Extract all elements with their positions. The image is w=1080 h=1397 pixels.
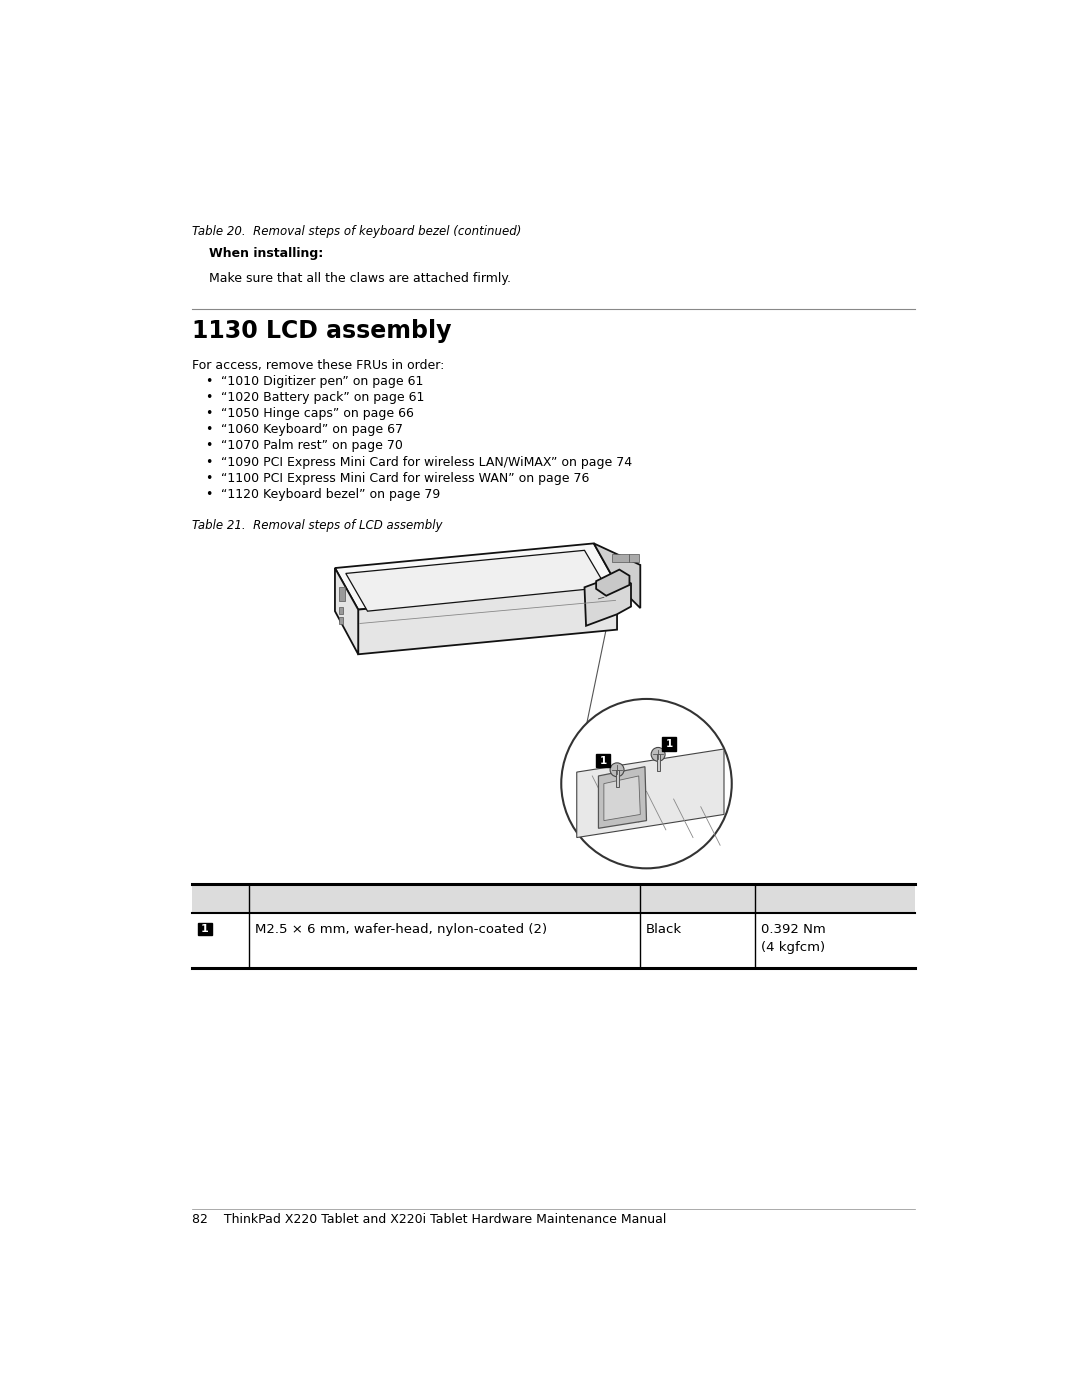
Text: 82    ThinkPad X220 Tablet and X220i Tablet Hardware Maintenance Manual: 82 ThinkPad X220 Tablet and X220i Tablet…	[191, 1214, 666, 1227]
Text: When installing:: When installing:	[208, 247, 323, 260]
Text: Make sure that all the claws are attached firmly.: Make sure that all the claws are attache…	[208, 271, 511, 285]
Text: Table 20.  Removal steps of keyboard bezel (continued): Table 20. Removal steps of keyboard beze…	[191, 225, 521, 239]
Text: 1: 1	[201, 925, 208, 935]
Text: “1070 Palm rest” on page 70: “1070 Palm rest” on page 70	[221, 440, 403, 453]
FancyBboxPatch shape	[596, 754, 610, 767]
Text: •: •	[205, 472, 213, 485]
Text: •: •	[205, 423, 213, 436]
Circle shape	[651, 747, 665, 761]
Polygon shape	[335, 569, 359, 654]
FancyBboxPatch shape	[630, 555, 638, 562]
Text: For access, remove these FRUs in order:: For access, remove these FRUs in order:	[191, 359, 444, 372]
Polygon shape	[346, 550, 606, 610]
Text: Step: Step	[198, 891, 232, 904]
FancyBboxPatch shape	[339, 606, 342, 615]
Text: “1050 Hinge caps” on page 66: “1050 Hinge caps” on page 66	[221, 407, 414, 420]
Text: •: •	[205, 407, 213, 420]
Text: Table 21.  Removal steps of LCD assembly: Table 21. Removal steps of LCD assembly	[191, 518, 442, 532]
Polygon shape	[577, 749, 724, 838]
Text: •: •	[205, 455, 213, 468]
FancyBboxPatch shape	[198, 923, 212, 936]
Polygon shape	[335, 543, 617, 609]
Polygon shape	[604, 775, 640, 820]
FancyBboxPatch shape	[611, 555, 629, 562]
Polygon shape	[616, 770, 619, 787]
Text: 0.392 Nm
(4 kgfcm): 0.392 Nm (4 kgfcm)	[761, 923, 826, 954]
Text: Black: Black	[646, 923, 681, 936]
Text: 1130 LCD assembly: 1130 LCD assembly	[191, 320, 451, 344]
Text: •: •	[205, 440, 213, 453]
Text: “1010 Digitizer pen” on page 61: “1010 Digitizer pen” on page 61	[221, 374, 423, 388]
Text: “1100 PCI Express Mini Card for wireless WAN” on page 76: “1100 PCI Express Mini Card for wireless…	[221, 472, 590, 485]
Text: “1120 Keyboard bezel” on page 79: “1120 Keyboard bezel” on page 79	[221, 488, 441, 502]
Text: •: •	[205, 488, 213, 502]
FancyBboxPatch shape	[339, 616, 342, 624]
Polygon shape	[584, 576, 631, 626]
Text: 1: 1	[599, 756, 607, 766]
Text: “1020 Battery pack” on page 61: “1020 Battery pack” on page 61	[221, 391, 424, 404]
Text: 1: 1	[665, 739, 673, 749]
Polygon shape	[594, 543, 640, 608]
Circle shape	[610, 763, 624, 777]
Polygon shape	[598, 767, 647, 828]
Text: •: •	[205, 374, 213, 388]
Text: “1090 PCI Express Mini Card for wireless LAN/WiMAX” on page 74: “1090 PCI Express Mini Card for wireless…	[221, 455, 632, 468]
Text: •: •	[205, 391, 213, 404]
Text: Torque: Torque	[761, 891, 812, 904]
Text: Color: Color	[646, 891, 685, 904]
Circle shape	[562, 698, 732, 869]
FancyBboxPatch shape	[191, 884, 916, 914]
Text: “1060 Keyboard” on page 67: “1060 Keyboard” on page 67	[221, 423, 403, 436]
Polygon shape	[657, 754, 660, 771]
FancyBboxPatch shape	[339, 587, 345, 601]
Polygon shape	[596, 570, 630, 595]
Text: M2.5 × 6 mm, wafer-head, nylon-coated (2): M2.5 × 6 mm, wafer-head, nylon-coated (2…	[255, 923, 548, 936]
Text: Screw (quantity): Screw (quantity)	[255, 891, 380, 904]
FancyBboxPatch shape	[662, 738, 676, 750]
Polygon shape	[359, 585, 617, 654]
